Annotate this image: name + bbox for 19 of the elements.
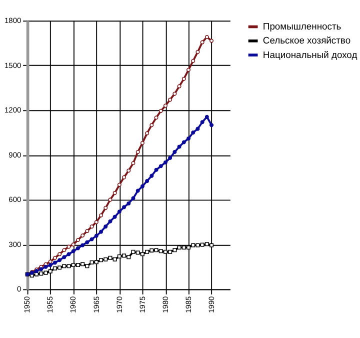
x-tick-label: 1970 xyxy=(114,296,124,314)
legend-label: Сельское хозяйство xyxy=(262,34,351,46)
y-tick-label: 900 xyxy=(8,150,22,160)
x-tick-label: 1955 xyxy=(46,296,55,314)
y-tick-label: 600 xyxy=(8,195,22,204)
x-tick-label: 1950 xyxy=(22,296,32,314)
legend-label: Национальный доход xyxy=(262,48,358,60)
x-tick-label: 1965 xyxy=(92,296,101,314)
x-tick-label: 1980 xyxy=(160,296,170,314)
legend-label: Промышленность xyxy=(262,20,342,32)
x-tick-label: 1960 xyxy=(68,296,78,314)
y-tick-label: 0 xyxy=(17,284,22,294)
x-tick-label: 1985 xyxy=(184,296,193,314)
y-tick-label: 1200 xyxy=(4,106,22,115)
y-tick-label: 300 xyxy=(8,240,22,249)
x-tick-label: 1975 xyxy=(138,296,147,314)
x-tick-label: 1990 xyxy=(206,296,216,314)
y-tick-label: 1500 xyxy=(4,60,22,70)
y-tick-label: 1800 xyxy=(4,16,22,25)
